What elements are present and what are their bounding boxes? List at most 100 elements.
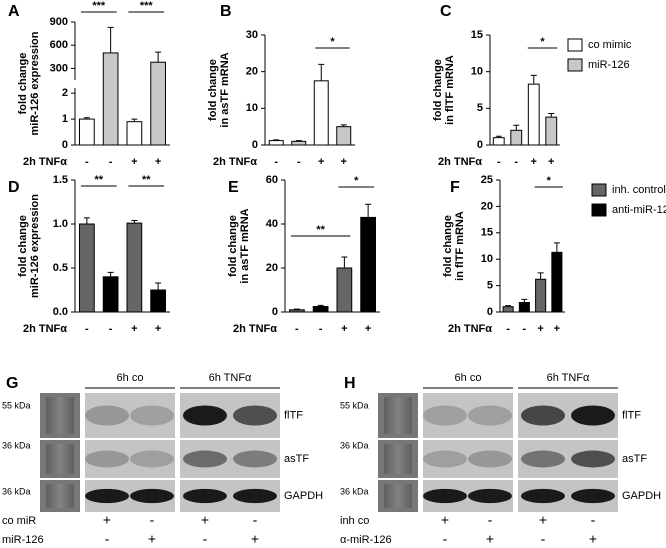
marker-band	[384, 484, 412, 508]
bar	[360, 216, 376, 313]
significance-label: ***	[140, 0, 154, 12]
x-tick-label: -	[85, 323, 89, 335]
bar	[527, 83, 540, 146]
condition-sign: +	[251, 531, 259, 547]
blot-band	[423, 488, 467, 504]
legend-label: co mimic	[588, 39, 632, 51]
significance-label: **	[316, 224, 325, 236]
y-axis-label: fold change	[432, 59, 444, 121]
x-tick-label: -	[109, 156, 113, 168]
marker-band	[46, 444, 74, 474]
blot-band	[423, 450, 467, 468]
y-tick-label: 1	[62, 113, 68, 125]
y-tick-label: 0.0	[53, 306, 68, 318]
legend-swatch	[591, 203, 607, 217]
blot-band	[130, 488, 174, 504]
x-tick-label: +	[131, 156, 137, 168]
error-bar	[553, 242, 560, 253]
significance-label: *	[330, 36, 335, 48]
marker-label: 36 kDa	[340, 486, 369, 496]
error-bar	[548, 112, 555, 118]
y-tick-label: 1.0	[53, 218, 68, 230]
y-axis-label: miR-126 expression	[29, 31, 41, 135]
bar	[126, 121, 143, 146]
x-tick-label: -	[85, 156, 89, 168]
y-axis-label: in asTF mRNA	[219, 52, 231, 127]
blot-band	[468, 488, 512, 504]
condition-sign: +	[486, 531, 494, 547]
bar	[502, 306, 514, 313]
y-tick-label: 5	[487, 280, 493, 292]
condition-sign: -	[541, 531, 546, 547]
blot-background	[85, 393, 175, 438]
bar	[289, 309, 305, 313]
group-label: 6h co	[117, 372, 144, 384]
blot-band	[183, 450, 227, 468]
legend-label: miR-126	[588, 59, 630, 71]
condition-sign: +	[539, 512, 547, 528]
y-tick-label: 900	[50, 16, 68, 28]
y-tick-label: 15	[481, 227, 493, 239]
blot-band	[85, 405, 129, 426]
y-tick-label: 15	[471, 29, 483, 41]
bar	[336, 126, 352, 146]
error-bar	[83, 217, 90, 224]
y-tick-label: 300	[50, 62, 68, 74]
condition-sign: +	[201, 512, 209, 528]
y-tick-label: 10	[246, 102, 258, 114]
x-tick-label: +	[155, 156, 161, 168]
significance-label: **	[94, 174, 103, 186]
error-bar	[495, 135, 502, 138]
y-tick-label: 600	[50, 39, 68, 51]
blot-band	[233, 405, 277, 426]
legend-swatch	[567, 58, 583, 72]
legend-label: anti-miR-126	[612, 204, 666, 216]
y-axis-label: fold change	[17, 53, 29, 115]
x-tick-label: +	[341, 156, 347, 168]
panel-label: H	[344, 375, 356, 392]
x-axis-label: 2h TNFα	[448, 323, 492, 335]
x-axis-label: 2h TNFα	[23, 156, 67, 168]
x-tick-label: -	[295, 323, 299, 335]
bar	[291, 140, 307, 146]
error-bar	[505, 305, 512, 307]
marker-band	[384, 397, 412, 434]
x-tick-label: +	[318, 156, 324, 168]
x-tick-label: -	[274, 156, 278, 168]
significance-label: ***	[92, 0, 106, 12]
blot-band	[571, 450, 615, 468]
blot-band	[183, 488, 227, 504]
significance-label: *	[540, 36, 545, 48]
y-tick-label: 0	[477, 139, 483, 151]
error-bar	[365, 203, 372, 218]
error-bar	[155, 282, 162, 290]
x-tick-label: +	[155, 323, 161, 335]
condition-sign: -	[203, 531, 208, 547]
condition-sign: -	[488, 512, 493, 528]
panel-label: G	[6, 375, 18, 392]
blot-band	[85, 488, 129, 504]
bar	[545, 116, 558, 146]
y-tick-label: 10	[471, 66, 483, 78]
protein-label: flTF	[284, 409, 303, 421]
x-axis-label: 2h TNFα	[233, 323, 277, 335]
panel-label: F	[450, 179, 460, 196]
blot-background	[85, 440, 175, 478]
condition-label: co miR	[2, 515, 36, 527]
condition-sign: +	[589, 531, 597, 547]
panel-label: D	[8, 179, 20, 196]
blot-band	[521, 405, 565, 426]
y-tick-label: 25	[481, 174, 493, 186]
bar	[268, 140, 284, 146]
x-tick-label: +	[537, 323, 543, 335]
y-tick-label: 0	[272, 306, 278, 318]
bar	[551, 251, 563, 313]
y-axis-label: in flTF mRNA	[444, 55, 456, 125]
condition-label: inh co	[340, 515, 369, 527]
y-tick-label: 30	[246, 29, 258, 41]
blot-band	[468, 450, 512, 468]
marker-band	[46, 397, 74, 434]
y-tick-label: 5	[477, 102, 483, 114]
error-bar	[340, 124, 347, 127]
x-tick-label: +	[554, 323, 560, 335]
